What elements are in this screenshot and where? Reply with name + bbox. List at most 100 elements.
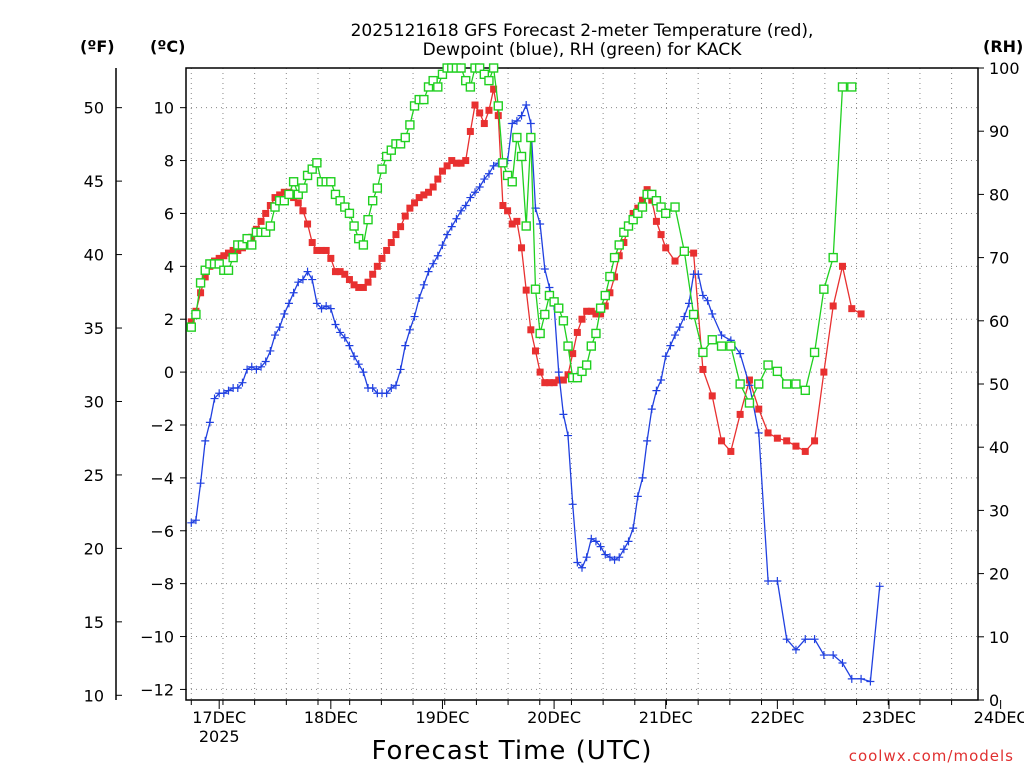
temperature-point	[857, 310, 865, 318]
temperature-point	[387, 239, 395, 247]
rh-point	[726, 341, 736, 351]
temperature-point	[234, 246, 242, 254]
rh-point	[828, 252, 838, 263]
rh-point	[781, 379, 792, 389]
celsius-axis: 10 8 6 4 2 0 −2 −4 −6 −8 −10 −12	[140, 99, 186, 699]
dewpoint-point	[508, 119, 517, 128]
dewpoint-point	[582, 553, 591, 562]
rh-point	[698, 347, 708, 358]
dewpoint-point	[629, 524, 638, 533]
dewpoint-point	[289, 288, 298, 297]
rh-point	[591, 328, 601, 339]
dewpoint-point	[536, 220, 545, 229]
rh-point	[186, 322, 196, 332]
temperature-point	[341, 270, 349, 278]
temperature-point	[773, 434, 781, 442]
rh-tick-label: 90	[989, 122, 1009, 141]
temperature-point	[443, 162, 451, 170]
temperature-point	[727, 447, 735, 455]
celsius-tick-label: −12	[140, 680, 174, 699]
temperature-point	[848, 305, 856, 313]
dewpoint-point	[461, 201, 470, 210]
dewpoint-point	[810, 635, 819, 644]
dewpoint-point	[201, 436, 210, 445]
rh-point	[349, 221, 359, 231]
dewpoint-point	[657, 376, 666, 385]
chart-title-line-1: 2025121618 GFS Forecast 2-meter Temperat…	[351, 21, 814, 41]
dewpoint-point	[764, 577, 773, 586]
temperature-point	[359, 283, 367, 291]
temperature-point	[420, 191, 428, 199]
dewpoint-point	[317, 304, 326, 313]
temperature-point	[429, 183, 437, 191]
temperature-point	[811, 437, 819, 445]
temperature-point	[783, 437, 791, 445]
celsius-tick-label: −8	[150, 575, 174, 594]
rh-point	[744, 398, 755, 408]
dewpoint-point	[596, 542, 605, 551]
rh-point	[554, 303, 564, 313]
dewpoint-point	[345, 341, 354, 350]
temperature-point	[820, 368, 828, 376]
dewpoint-point	[745, 381, 754, 390]
celsius-tick-label: 10	[154, 99, 174, 118]
dewpoint-point	[466, 193, 475, 202]
x-axis-title: Forecast Time (UTC)	[371, 736, 652, 766]
temperature-point	[452, 159, 460, 167]
dewpoint-point	[545, 283, 554, 292]
rh-point	[670, 202, 680, 212]
dewpoint-point	[754, 428, 763, 437]
dewpoint-point	[624, 537, 633, 546]
rh-point	[754, 379, 764, 389]
rh-point	[563, 341, 573, 351]
rh-point	[595, 303, 606, 313]
dewpoint-point	[484, 169, 493, 178]
rh-series	[186, 63, 857, 408]
temperature-point	[643, 186, 651, 194]
dewpoint-point	[396, 365, 405, 374]
temperature-point	[434, 175, 442, 183]
temperature-point	[587, 307, 595, 315]
dewpoint-point	[647, 405, 656, 414]
temperature-point	[569, 350, 577, 358]
temperature-point	[262, 209, 270, 217]
rh-point	[819, 284, 829, 294]
temperature-point	[345, 276, 353, 284]
rh-point	[772, 366, 783, 377]
temperature-line	[190, 89, 862, 453]
dewpoint-point	[308, 275, 317, 284]
dewpoint-point	[247, 362, 256, 371]
dewpoint-point	[633, 492, 642, 501]
rh-point	[614, 240, 624, 250]
temperature-point	[583, 307, 591, 315]
dewpoint-point	[322, 301, 331, 310]
rh-point	[405, 120, 415, 130]
celsius-tick-label: 6	[164, 204, 174, 223]
rh-point	[344, 208, 355, 219]
rh-point	[247, 240, 257, 250]
temperature-point	[578, 315, 586, 323]
temperature-point	[550, 379, 558, 387]
dewpoint-point	[387, 383, 396, 392]
dewpoint-point	[187, 518, 196, 527]
temperature-point	[313, 246, 321, 254]
dewpoint-point	[266, 346, 275, 355]
day-tick-label: 19DEC	[415, 708, 469, 727]
rh-point	[800, 385, 810, 396]
temperature-point	[257, 217, 265, 225]
celsius-tick-label: −6	[150, 522, 174, 541]
dewpoint-point	[433, 251, 442, 260]
celsius-tick-label: 0	[164, 363, 174, 382]
temperature-point	[718, 437, 726, 445]
temperature-point	[215, 254, 223, 262]
celsius-tick-label: 2	[164, 310, 174, 329]
fahrenheit-unit-label: (ºF)	[80, 37, 115, 56]
rh-tick-label: 0	[989, 691, 999, 710]
rh-point	[609, 252, 620, 263]
temperature-point	[187, 318, 195, 326]
temperature-point	[378, 254, 386, 262]
rh-point	[358, 240, 369, 250]
dewpoint-point	[638, 473, 647, 482]
temperature-point	[536, 368, 544, 376]
rh-point	[191, 309, 201, 320]
